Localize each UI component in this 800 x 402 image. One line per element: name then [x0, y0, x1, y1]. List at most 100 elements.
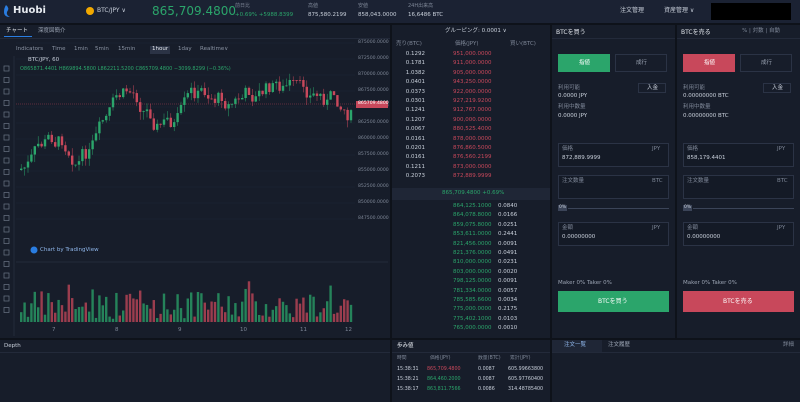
ask-amount: 0.0161	[405, 135, 425, 142]
ask-price[interactable]: 912,767.0000	[453, 107, 492, 114]
bid-price[interactable]: 853,611.0000	[453, 231, 492, 238]
bid-price[interactable]: 859,075.8000	[453, 221, 492, 228]
candle	[315, 93, 319, 96]
toolbar-item[interactable]: 1hour	[150, 46, 171, 54]
bid-price[interactable]: 798,125.0000	[453, 278, 492, 285]
deposit-button[interactable]	[763, 83, 791, 93]
input-box[interactable]	[558, 175, 669, 199]
pair-selector[interactable]: BTC/JPY ∨	[97, 7, 126, 14]
ask-price[interactable]: 922,000.0000	[453, 88, 492, 95]
volume-bar	[190, 292, 193, 322]
ask-price[interactable]: 873,000.0000	[453, 163, 492, 170]
toolbar-item[interactable]: 1min	[74, 46, 88, 52]
candle	[115, 95, 118, 98]
tool-icon	[3, 100, 10, 106]
nav-link[interactable]: 資産管理 ∨	[664, 7, 695, 14]
bid-price[interactable]: 785,585.6600	[453, 297, 492, 303]
candle	[81, 149, 84, 162]
order-type-label[interactable]: 成行	[761, 60, 773, 66]
order-type-tab[interactable]	[615, 54, 667, 72]
ask-price[interactable]: 951,000.0000	[453, 51, 492, 57]
slider-track[interactable]	[693, 207, 794, 209]
nav-link[interactable]: 注文管理	[620, 7, 645, 14]
input-box[interactable]	[558, 143, 669, 167]
input-box[interactable]	[683, 222, 794, 246]
percent-label: 0%	[559, 205, 567, 210]
ask-price[interactable]: 878,000.0000	[453, 135, 492, 142]
field-label: 利用可能	[558, 85, 581, 91]
tool-icon	[3, 295, 10, 302]
ask-price[interactable]: 872,889.9999	[453, 173, 492, 180]
order-type-label[interactable]: 成行	[636, 60, 648, 66]
bid-price[interactable]: 781,334.0000	[453, 287, 492, 294]
submit-button[interactable]	[558, 291, 669, 312]
coin-icon	[86, 7, 94, 15]
chart-tab[interactable]: 深度図簡介	[38, 28, 66, 34]
candle	[312, 93, 315, 96]
deposit-label[interactable]: 入金	[647, 85, 659, 91]
order-type-label[interactable]: 指値	[704, 60, 716, 66]
toolbar-item[interactable]: 5min	[95, 46, 109, 52]
ask-price[interactable]: 905,000.0000	[453, 69, 492, 76]
bid-price[interactable]: 864,125.1000	[453, 203, 492, 209]
candle	[173, 122, 176, 128]
orders-tab[interactable]: 注文履歴	[608, 342, 631, 348]
candle	[179, 104, 183, 114]
order-type-tab[interactable]	[683, 54, 735, 72]
bid-price[interactable]: 810,000.0000	[453, 259, 492, 266]
ask-price[interactable]: 876,860.5000	[453, 145, 492, 151]
field-label: 利用可能	[683, 85, 706, 91]
volume-bar	[47, 293, 50, 322]
detail-link[interactable]: 詳細	[783, 342, 795, 348]
deposit-label[interactable]: 入金	[772, 85, 784, 91]
order-type-label[interactable]: 指値	[579, 60, 591, 66]
orders-tab[interactable]: 注文一覧	[564, 342, 587, 348]
ask-amount: 0.1211	[405, 163, 425, 170]
ask-price[interactable]: 911,000.0000	[453, 60, 492, 67]
ask-price[interactable]: 876,560.2199	[453, 154, 492, 161]
tool-icon	[3, 284, 10, 290]
ask-price[interactable]: 900,000.0000	[453, 116, 492, 123]
input-box[interactable]	[683, 143, 794, 167]
candle	[105, 115, 108, 121]
toolbar-item[interactable]: 15min	[118, 46, 136, 52]
bid-price[interactable]: 775,402.1000	[453, 315, 492, 322]
candle	[258, 90, 261, 97]
order-type-tab[interactable]	[740, 54, 792, 72]
submit-label[interactable]: BTCを買う	[598, 298, 628, 305]
toolbar-item[interactable]: 1day	[178, 46, 192, 52]
chart-tab[interactable]: チャート	[6, 28, 28, 34]
order-type-tab[interactable]	[558, 54, 610, 72]
bid-price[interactable]: 821,376.0000	[453, 250, 492, 256]
grouping-select[interactable]: グルーピング: 0.0001 ∨	[445, 28, 507, 34]
bid-price[interactable]: 765,000.0000	[453, 325, 492, 332]
input-box[interactable]	[558, 222, 669, 246]
volume-bar	[156, 318, 159, 322]
submit-label[interactable]: BTCを売る	[723, 298, 753, 305]
volume-bar	[135, 299, 138, 322]
ask-price[interactable]: 943,250.0000	[453, 79, 492, 86]
input-value: 0.00000000	[562, 234, 596, 240]
bid-amount: 0.0251	[498, 221, 518, 228]
candle	[43, 139, 47, 147]
candle	[247, 87, 251, 95]
bid-price[interactable]: 775,000.0000	[453, 306, 492, 313]
volume-bar	[227, 296, 230, 322]
toolbar-item[interactable]: Indicators	[16, 46, 44, 52]
candle	[88, 149, 91, 159]
deposit-button[interactable]	[638, 83, 666, 93]
toolbar-item[interactable]: Realtime∨	[200, 46, 229, 52]
fee-info: Maker 0% Taker 0%	[558, 280, 612, 286]
bid-price[interactable]: 864,078.8000	[453, 212, 492, 219]
current-price: 865709.4800	[358, 101, 389, 106]
submit-button[interactable]	[683, 291, 794, 312]
ask-price[interactable]: 880,525.4000	[453, 126, 492, 133]
slider-track[interactable]	[568, 207, 669, 209]
ask-price[interactable]: 927,219.9200	[453, 98, 492, 104]
input-box[interactable]	[683, 175, 794, 199]
toolbar-item[interactable]: Time	[52, 46, 66, 52]
bid-price[interactable]: 803,000.0000	[453, 268, 492, 275]
bid-price[interactable]: 821,456.0000	[453, 240, 492, 247]
ask-amount: 0.0161	[405, 154, 425, 161]
candle	[47, 134, 50, 140]
